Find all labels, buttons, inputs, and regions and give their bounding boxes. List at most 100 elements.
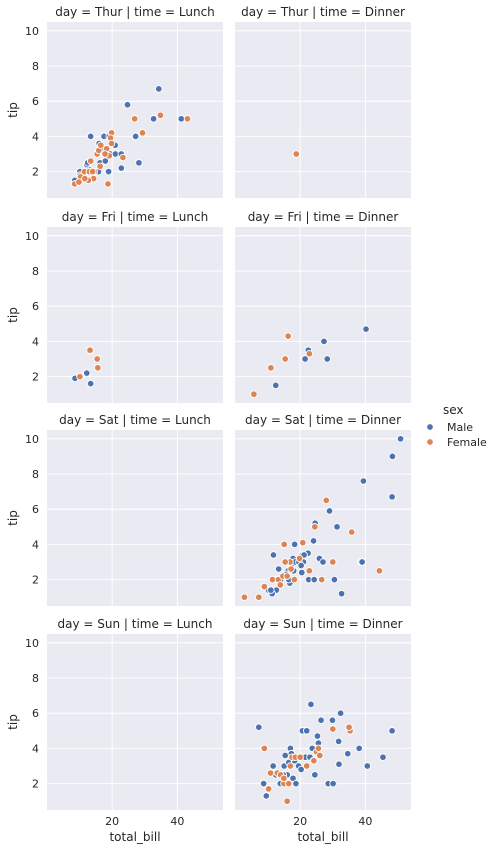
data-point-male xyxy=(259,779,268,788)
data-point-male xyxy=(131,132,140,141)
data-point-female xyxy=(130,115,139,123)
data-point-female xyxy=(284,332,292,340)
data-point-male xyxy=(101,157,110,165)
data-point-male xyxy=(325,507,334,515)
data-point-male xyxy=(274,565,283,573)
data-point-male xyxy=(281,751,289,760)
panel-title: day = Sun | time = Lunch xyxy=(58,617,213,631)
data-point-male xyxy=(267,586,275,594)
data-point-male xyxy=(269,551,278,559)
data-point-female xyxy=(296,753,304,761)
data-point-female xyxy=(88,167,97,176)
y-tick-label: 4 xyxy=(32,335,39,348)
panel-title: day = Sat | time = Lunch xyxy=(59,413,211,427)
data-point-male xyxy=(313,732,322,740)
y-axis-label: tip xyxy=(6,714,20,730)
data-point-female xyxy=(264,785,273,793)
data-point-female xyxy=(329,725,337,733)
data-point-female xyxy=(280,540,288,549)
data-point-male xyxy=(335,760,343,768)
legend-label: Female xyxy=(447,436,487,449)
data-point-male xyxy=(328,716,337,724)
y-tick-label: 4 xyxy=(32,742,39,755)
y-tick-label: 2 xyxy=(32,778,39,791)
data-point-female xyxy=(183,115,192,123)
data-point-female xyxy=(310,756,318,765)
data-point-male xyxy=(334,737,343,746)
data-point-female xyxy=(299,538,307,547)
data-point-female xyxy=(285,779,293,788)
data-point-male xyxy=(301,355,309,363)
y-tick-label: 8 xyxy=(32,60,39,73)
data-point-female xyxy=(314,744,323,753)
y-tick-label: 8 xyxy=(32,672,39,685)
data-point-male xyxy=(355,744,363,753)
data-point-female xyxy=(322,496,331,505)
data-point-female xyxy=(138,129,147,137)
data-point-male xyxy=(307,700,315,709)
data-point-female xyxy=(97,141,105,149)
data-point-female xyxy=(266,769,275,777)
data-point-female xyxy=(75,178,83,186)
x-tick-label: 40 xyxy=(170,815,184,828)
data-point-female xyxy=(317,575,326,584)
data-point-male xyxy=(320,337,328,346)
data-point-male xyxy=(379,753,387,761)
data-point-female xyxy=(93,355,101,363)
data-point-male xyxy=(310,575,318,584)
data-point-male xyxy=(255,723,263,732)
data-point-female xyxy=(96,162,104,171)
panel-background xyxy=(47,634,223,810)
panel-title: day = Fri | time = Dinner xyxy=(248,210,399,224)
panel-title: day = Sun | time = Dinner xyxy=(243,617,402,631)
data-point-male xyxy=(269,762,277,770)
y-tick-label: 6 xyxy=(32,503,39,516)
x-tick-label: 20 xyxy=(293,815,307,828)
data-point-female xyxy=(315,751,324,760)
data-point-female xyxy=(302,762,311,770)
data-point-male xyxy=(363,762,372,770)
x-tick-label: 20 xyxy=(105,815,119,828)
data-point-female xyxy=(281,558,289,566)
data-point-male xyxy=(271,381,280,390)
data-point-male xyxy=(309,537,318,545)
y-axis-label: tip xyxy=(6,102,20,118)
panel-background xyxy=(47,22,223,198)
panel-title: day = Thur | time = Dinner xyxy=(241,5,405,19)
y-tick-label: 8 xyxy=(32,265,39,278)
y-tick-label: 6 xyxy=(32,707,39,720)
data-point-male xyxy=(358,558,366,566)
data-point-male xyxy=(319,558,327,566)
data-point-female xyxy=(283,572,291,580)
data-point-female xyxy=(329,558,337,566)
data-point-female xyxy=(267,364,275,372)
y-tick-label: 8 xyxy=(32,468,39,481)
data-point-male xyxy=(290,540,299,549)
y-axis-label: tip xyxy=(6,307,20,323)
x-axis-label: total_bill xyxy=(109,830,160,844)
data-point-male xyxy=(311,771,319,779)
y-tick-label: 10 xyxy=(25,230,39,243)
data-point-male xyxy=(323,355,331,363)
legend-title: sex xyxy=(443,403,464,417)
panel-title: day = Sat | time = Dinner xyxy=(245,413,401,427)
data-point-male xyxy=(302,727,311,735)
panel-title: day = Fri | time = Lunch xyxy=(62,210,208,224)
y-tick-label: 4 xyxy=(32,538,39,551)
data-point-male xyxy=(362,325,370,333)
data-point-female xyxy=(295,554,304,563)
y-tick-label: 2 xyxy=(32,371,39,384)
data-point-male xyxy=(329,779,337,788)
data-point-female xyxy=(260,582,269,591)
data-point-female xyxy=(107,139,116,148)
data-point-male xyxy=(155,85,163,93)
panel-background xyxy=(47,227,223,403)
data-point-female xyxy=(119,153,127,162)
panel-title: day = Thur | time = Lunch xyxy=(55,5,215,19)
data-point-male xyxy=(135,159,143,167)
y-axis-label: tip xyxy=(6,510,20,526)
data-point-male xyxy=(388,493,396,501)
legend-label: Male xyxy=(447,421,473,434)
data-point-female xyxy=(286,762,295,770)
